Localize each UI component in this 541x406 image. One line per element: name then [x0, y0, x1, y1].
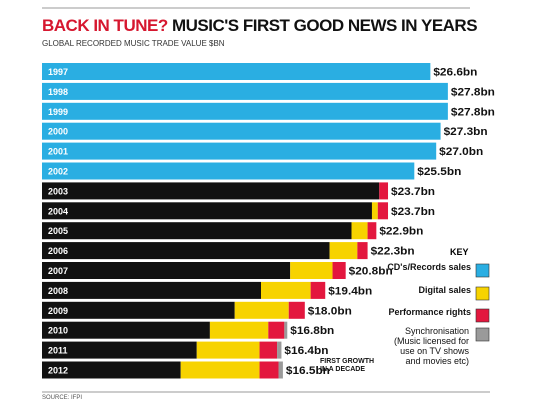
title-line: BACK IN TUNE? MUSIC'S FIRST GOOD NEWS IN…: [42, 16, 478, 36]
legend-label: Digital sales: [418, 285, 471, 295]
bar-segment: [42, 262, 291, 279]
bar-segment: [310, 281, 326, 299]
total-label: $16.4bn: [284, 345, 328, 357]
year-label: 2005: [48, 226, 68, 236]
bar-segment: [42, 281, 261, 299]
bar-segment: [42, 341, 197, 359]
bar-segment: [42, 142, 437, 160]
bar-segment: [196, 341, 260, 359]
bar-segment: [42, 122, 441, 140]
total-label: $26.6bn: [433, 67, 477, 79]
year-label: 2000: [48, 127, 68, 137]
bar-segment: [357, 242, 368, 260]
total-label: $25.5bn: [417, 166, 461, 178]
total-label: $18.0bn: [308, 305, 352, 317]
legend-swatch: [475, 286, 490, 301]
source: SOURCE: IFPI: [42, 395, 83, 401]
legend-swatch: [475, 263, 490, 278]
bar-segment: [42, 222, 352, 240]
year-label: 1998: [48, 87, 68, 97]
subtitle: GLOBAL RECORDED MUSIC TRADE VALUE $BN: [42, 39, 225, 48]
bar-segment: [42, 182, 380, 200]
year-label: 2001: [48, 147, 68, 157]
total-label: $27.0bn: [439, 146, 483, 158]
total-label: $16.5bn: [286, 365, 330, 377]
bar-segment: [377, 202, 389, 220]
total-label: $22.9bn: [379, 226, 423, 238]
legend-title: KEY: [450, 247, 469, 257]
chart-title: MUSIC'S FIRST GOOD NEWS IN YEARS: [171, 16, 478, 35]
bar-segment: [261, 281, 311, 299]
legend-label: CD's/Records sales: [387, 262, 471, 272]
bar-segment: [277, 341, 282, 359]
bar-segment: [42, 202, 372, 220]
bar-segment: [209, 321, 269, 339]
year-label: 2003: [48, 186, 68, 196]
bar-segment: [367, 222, 377, 240]
bar-segment: [379, 182, 389, 200]
year-label: 2004: [48, 206, 68, 216]
bar-segment: [329, 242, 358, 260]
bar-segment: [42, 301, 235, 319]
year-label: 2012: [48, 366, 68, 376]
bar-segment: [371, 202, 378, 220]
total-label: $20.8bn: [349, 266, 393, 278]
bar-segment: [259, 361, 279, 379]
total-label: $23.7bn: [391, 206, 435, 218]
title-highlight: BACK IN TUNE?: [42, 16, 168, 35]
bar-segment: [234, 301, 289, 319]
bar-segment: [42, 63, 431, 80]
total-label: $23.7bn: [391, 186, 435, 198]
total-label: $27.3bn: [444, 126, 488, 138]
bar-segment: [42, 102, 448, 120]
total-label: $27.8bn: [451, 106, 495, 118]
year-label: 1997: [48, 67, 68, 77]
annotation: FIRST GROWTH IN A DECADE: [320, 358, 375, 373]
bar-segment: [42, 361, 181, 379]
year-label: 2002: [48, 167, 68, 177]
year-label: 2009: [48, 306, 68, 316]
year-label: 2008: [48, 286, 68, 296]
bar-segment: [42, 162, 415, 180]
legend-swatch: [475, 308, 490, 323]
total-label: $19.4bn: [328, 285, 372, 297]
bar-segment: [268, 321, 285, 339]
bar-segment: [351, 222, 368, 240]
year-label: 2010: [48, 326, 68, 336]
legend-label: Synchronisation (Music licensed for use …: [393, 326, 469, 366]
bar-segment: [42, 82, 448, 100]
year-label: 1999: [48, 107, 68, 117]
year-label: 2011: [48, 346, 68, 356]
legend-swatch: [475, 327, 490, 342]
bar-segment: [284, 321, 288, 339]
bar-segment: [42, 242, 330, 260]
year-label: 2006: [48, 246, 68, 256]
year-label: 2007: [48, 266, 68, 276]
bar-segment: [42, 321, 210, 339]
bar-segment: [259, 341, 278, 359]
total-label: $27.8bn: [451, 86, 495, 98]
legend-label: Performance rights: [388, 307, 471, 317]
total-label: $22.3bn: [371, 246, 415, 258]
bar-segment: [180, 361, 260, 379]
bar-segment: [278, 361, 283, 379]
bar-segment: [332, 262, 346, 279]
bar-segment: [288, 301, 305, 319]
total-label: $16.8bn: [290, 325, 334, 337]
bar-segment: [290, 262, 333, 279]
